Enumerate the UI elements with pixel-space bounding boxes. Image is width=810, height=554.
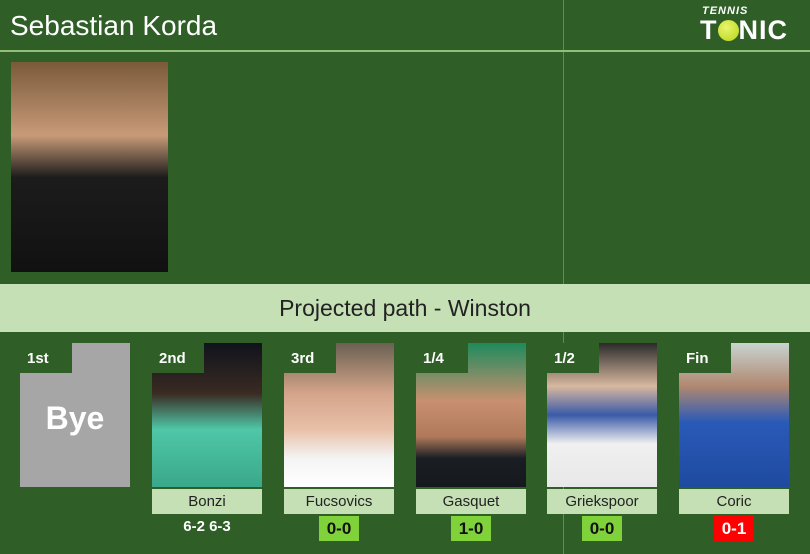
opponent-name: Gasquet — [416, 489, 526, 514]
round-label: 1/2 — [547, 343, 599, 373]
opponent-name: Fucsovics — [284, 489, 394, 514]
round-card-semifinal: 1/2 Griekspoor 0-0 — [547, 343, 657, 541]
head-to-head-score: 0-0 — [582, 516, 622, 541]
round-label: 2nd — [152, 343, 204, 373]
opponent-name: Bonzi — [152, 489, 262, 514]
tennis-tonic-logo: TENNIS T NIC — [700, 5, 788, 45]
opponent-photo: 1/2 — [547, 343, 657, 487]
round-label: 1st — [20, 343, 72, 373]
opponent-name: Griekspoor — [547, 489, 657, 514]
page-title: Sebastian Korda — [10, 10, 218, 41]
court-line — [0, 50, 810, 52]
tennis-ball-icon — [717, 20, 739, 41]
opponent-photo: 3rd — [284, 343, 394, 487]
head-to-head-score: 0-0 — [319, 516, 359, 541]
projected-path-banner: Projected path - Winston — [0, 284, 810, 332]
round-label: 1/4 — [416, 343, 468, 373]
opponent-photo: 1/4 — [416, 343, 526, 487]
opponent-name: Coric — [679, 489, 789, 514]
round-card-quarterfinal: 1/4 Gasquet 1-0 — [416, 343, 526, 541]
court-line — [563, 0, 564, 554]
head-to-head-score: 0-1 — [714, 516, 754, 541]
head-to-head-score: 1-0 — [451, 516, 491, 541]
opponent-photo: 2nd — [152, 343, 262, 487]
round-card-1st: Bye 1st — [20, 343, 130, 487]
opponent-photo: Fin — [679, 343, 789, 487]
round-card-3rd: 3rd Fucsovics 0-0 — [284, 343, 394, 541]
round-label: Fin — [679, 343, 731, 373]
match-result: 6-2 6-3 — [183, 518, 231, 535]
round-label: 3rd — [284, 343, 336, 373]
round-card-2nd: 2nd Bonzi 6-2 6-3 — [152, 343, 262, 535]
round-card-final: Fin Coric 0-1 — [679, 343, 789, 541]
player-photo — [11, 62, 168, 272]
